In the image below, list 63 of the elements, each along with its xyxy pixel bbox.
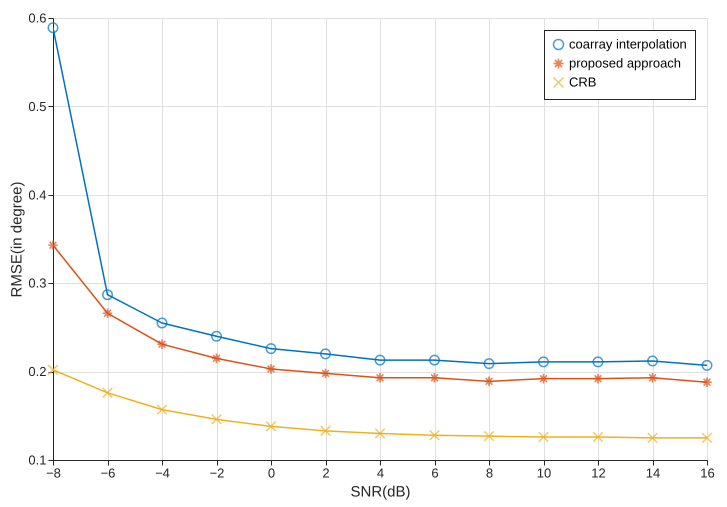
point (538, 356, 549, 368)
point (48, 240, 58, 251)
x-tick-label: −4 (155, 466, 170, 480)
point (484, 358, 494, 370)
point (647, 432, 658, 444)
x-tick-label: 16 (700, 466, 715, 480)
point (702, 360, 712, 371)
legend-label: CRB (569, 74, 596, 90)
point (429, 354, 440, 366)
x-tick-label: −8 (46, 466, 61, 480)
x-tick-label: 6 (431, 466, 439, 480)
x-tick-label: 12 (591, 466, 606, 480)
point (266, 343, 276, 354)
y-tick-label: 0.1 (28, 452, 46, 468)
point (429, 372, 440, 384)
point (266, 363, 276, 374)
point (702, 376, 712, 388)
point (374, 372, 386, 384)
point (647, 356, 658, 366)
point (429, 430, 440, 441)
point (48, 22, 58, 34)
point (484, 430, 494, 442)
x-axis-title: SNR(dB) (350, 484, 411, 500)
point (156, 338, 168, 350)
point (374, 354, 386, 366)
x-tick-label: −2 (210, 466, 224, 480)
point (592, 356, 604, 368)
x-tick-label: 8 (486, 466, 494, 480)
x-tick-label: 2 (322, 466, 330, 480)
legend-label: proposed approach (569, 56, 682, 70)
y-tick-label: 0.4 (28, 187, 46, 202)
x-tick-label: −6 (100, 466, 116, 480)
point (266, 420, 276, 432)
y-tick-label: 0.5 (28, 98, 46, 114)
y-tick-label: 0.6 (28, 10, 46, 26)
point (156, 404, 168, 416)
y-tick-label: 0.2 (28, 364, 46, 380)
legend-label: coarray interpolation (569, 36, 687, 52)
point (702, 432, 712, 444)
x-tick-label: 0 (268, 466, 276, 480)
point (211, 330, 222, 342)
y-axis-title: RMSE(in degree) (8, 182, 26, 298)
point (320, 425, 331, 436)
point (538, 432, 549, 443)
x-tick-label: 14 (646, 466, 660, 480)
point (647, 372, 658, 384)
point (592, 373, 604, 384)
point (538, 373, 549, 384)
y-tick-label: 0.3 (28, 276, 46, 291)
point (156, 317, 168, 328)
point (374, 428, 386, 439)
point (48, 364, 58, 376)
point (211, 414, 222, 425)
point (320, 348, 331, 360)
x-tick-label: 4 (376, 466, 384, 480)
point (211, 352, 222, 364)
point (484, 376, 494, 387)
point (320, 368, 331, 379)
point (592, 432, 604, 443)
point (102, 387, 113, 398)
point (102, 289, 113, 300)
point (102, 308, 113, 319)
x-tick-label: 10 (536, 466, 552, 480)
